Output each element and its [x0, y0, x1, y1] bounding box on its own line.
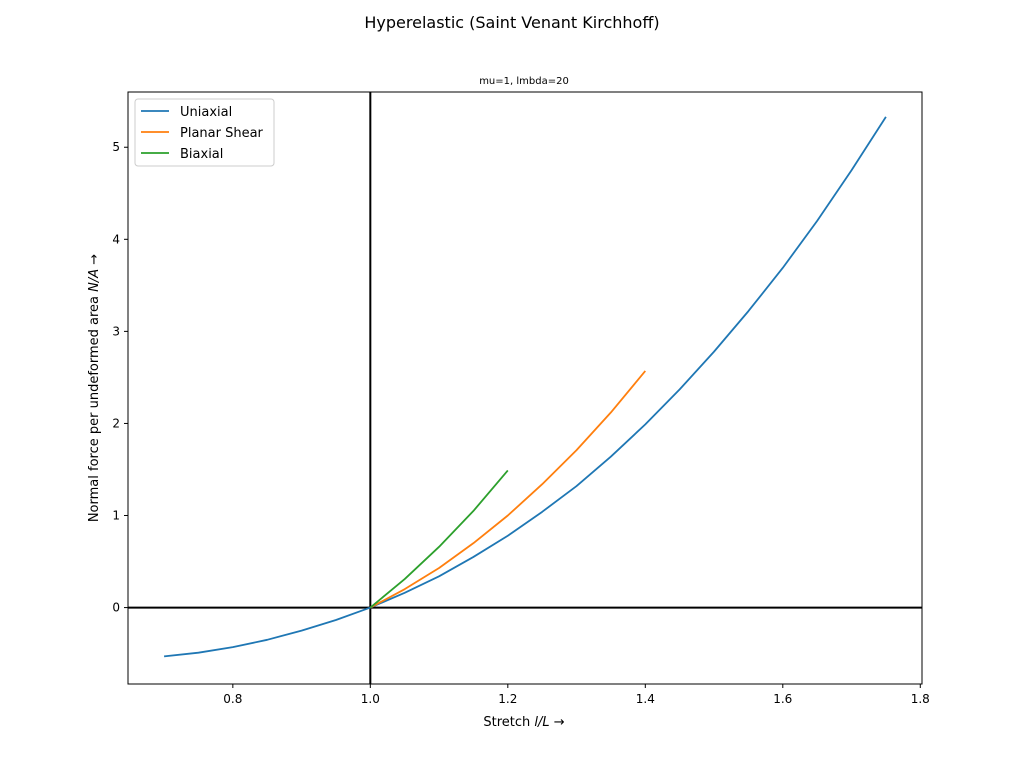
x-axis-label: Stretch l/L →	[483, 715, 564, 730]
y-tick-label: 2	[112, 416, 120, 430]
y-tick-label: 1	[112, 509, 120, 523]
x-axis-label-arrow: →	[550, 715, 565, 730]
x-axis-label-prefix: Stretch	[483, 715, 534, 730]
series-line-planar-shear	[369, 370, 646, 609]
y-tick-label: 0	[112, 601, 120, 615]
y-axis-label-prefix: Normal force per undeformed area	[87, 292, 102, 522]
y-tick-label: 5	[112, 140, 120, 154]
x-tick-label: 1.4	[636, 692, 655, 706]
y-axis-label: Normal force per undeformed area N/A →	[87, 254, 102, 522]
legend-label-planar-shear: Planar Shear	[180, 126, 264, 141]
legend: Uniaxial Planar Shear Biaxial	[134, 98, 275, 167]
x-axis-label-math: l/L	[534, 715, 549, 730]
x-tick-label: 0.8	[223, 692, 242, 706]
legend-box	[134, 98, 275, 167]
chart-suptitle: Hyperelastic (Saint Venant Kirchhoff)	[364, 13, 659, 32]
y-tick-label: 4	[112, 232, 120, 246]
legend-label-uniaxial: Uniaxial	[180, 105, 232, 120]
reference-lines	[128, 92, 922, 684]
chart-title: mu=1, lmbda=20	[479, 76, 569, 87]
y-axis-label-math: N/A	[87, 269, 102, 292]
x-tick-label: 1.2	[498, 692, 517, 706]
y-axis-ticks: 0 1 2 3 4 5	[112, 140, 128, 615]
plot-area	[127, 91, 923, 685]
series-line-uniaxial	[163, 116, 887, 658]
series-line-biaxial	[369, 469, 509, 609]
x-tick-label: 1.0	[361, 692, 380, 706]
y-tick-label: 3	[112, 324, 120, 338]
legend-label-biaxial: Biaxial	[180, 147, 223, 162]
y-axis-label-arrow: →	[87, 254, 102, 269]
x-axis-ticks: 0.8 1.0 1.2 1.4 1.6 1.8	[223, 684, 930, 706]
x-tick-label: 1.8	[911, 692, 930, 706]
series-lines	[163, 116, 887, 658]
x-tick-label: 1.6	[773, 692, 792, 706]
plot-frame	[127, 91, 923, 685]
